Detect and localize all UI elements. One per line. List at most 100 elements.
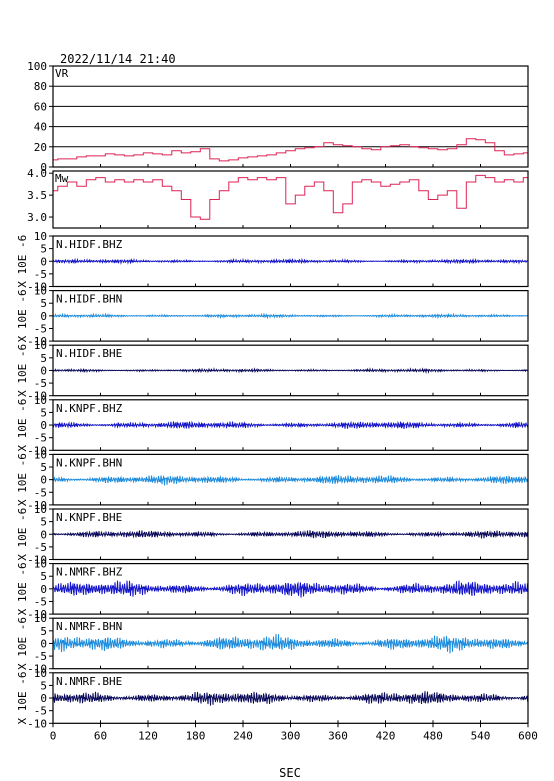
wave-3-ytick-label: -10 bbox=[27, 444, 47, 457]
wave-6-ytick-label: 10 bbox=[34, 558, 47, 571]
wave-2-ytick-label: 10 bbox=[34, 339, 47, 352]
wave-7-ytick-label: -5 bbox=[34, 650, 47, 663]
xaxis-tick-label: 60 bbox=[94, 729, 107, 742]
wave-4-ytick-label: 0 bbox=[40, 474, 47, 487]
wave-2-ytick-label: 5 bbox=[40, 352, 47, 365]
xaxis-tick-label: 360 bbox=[328, 729, 348, 742]
mw-ytick-label: 3.5 bbox=[27, 189, 47, 202]
x-axis-label: SEC bbox=[279, 766, 301, 780]
vr-panel-frame bbox=[52, 65, 529, 168]
vr-ytick-label: 60 bbox=[34, 100, 47, 113]
wave-4-ytick-label: -5 bbox=[34, 486, 47, 499]
wave-7-ytick-label: 0 bbox=[40, 637, 47, 650]
vr-ytick-label: 0 bbox=[40, 161, 47, 174]
waveform-trace-7 bbox=[52, 633, 529, 654]
mw-ytick-label: 4.0 bbox=[27, 167, 47, 180]
xaxis-tick-label: 240 bbox=[233, 729, 253, 742]
waveform-trace-6 bbox=[52, 580, 529, 598]
mw-series-line bbox=[53, 174, 528, 220]
waveform-ylabel-1: X 10E -6 bbox=[16, 289, 29, 342]
waveform-ylabel-6: X 10E -6 bbox=[16, 562, 29, 615]
xaxis-tick-label: 420 bbox=[376, 729, 396, 742]
waveform-station-label-3: N.KNPF.BHZ bbox=[56, 402, 123, 415]
wave-1-ytick-label: 0 bbox=[40, 310, 47, 323]
waveform-trace-4 bbox=[52, 475, 529, 486]
wave-8-ytick-label: -10 bbox=[27, 717, 47, 730]
wave-5-ytick-label: 5 bbox=[40, 516, 47, 529]
wave-1-ytick-label: -10 bbox=[27, 335, 47, 348]
xaxis-tick-label: 480 bbox=[423, 729, 443, 742]
xaxis-tick-label: 540 bbox=[471, 729, 491, 742]
mw-ytick-label: 3.0 bbox=[27, 211, 47, 224]
wave-8-ytick-label: 10 bbox=[34, 667, 47, 680]
waveform-trace-1 bbox=[52, 312, 529, 320]
wave-0-ytick-label: 0 bbox=[40, 255, 47, 268]
waveform-station-label-7: N.NMRF.BHN bbox=[56, 620, 122, 633]
wave-2-ytick-label: -10 bbox=[27, 390, 47, 403]
xaxis-tick-label: 600 bbox=[518, 729, 538, 742]
waveform-trace-8 bbox=[52, 691, 529, 706]
xaxis-tick-label: 120 bbox=[138, 729, 158, 742]
waveform-trace-5 bbox=[52, 530, 529, 539]
wave-1-ytick-label: 10 bbox=[34, 285, 47, 298]
wave-4-ytick-label: 10 bbox=[34, 448, 47, 461]
wave-3-ytick-label: 10 bbox=[34, 394, 47, 407]
wave-3-ytick-label: 5 bbox=[40, 406, 47, 419]
vr-ytick-label: 80 bbox=[34, 80, 47, 93]
vr-panel-label: VR bbox=[55, 67, 69, 80]
vr-ytick-label: 100 bbox=[27, 60, 47, 73]
vr-ytick-label: 40 bbox=[34, 121, 47, 134]
waveform-station-label-6: N.NMRF.BHZ bbox=[56, 566, 123, 579]
waveform-ylabel-7: X 10E -6 bbox=[16, 617, 29, 670]
waveform-station-label-2: N.HIDF.BHE bbox=[56, 347, 122, 360]
wave-4-ytick-label: 5 bbox=[40, 461, 47, 474]
xaxis-tick-label: 180 bbox=[186, 729, 206, 742]
wave-3-ytick-label: 0 bbox=[40, 419, 47, 432]
wave-6-ytick-label: 0 bbox=[40, 583, 47, 596]
wave-0-ytick-label: 10 bbox=[34, 230, 47, 243]
wave-5-ytick-label: -10 bbox=[27, 554, 47, 567]
wave-7-ytick-label: 5 bbox=[40, 625, 47, 638]
wave-3-ytick-label: -5 bbox=[34, 432, 47, 445]
wave-7-ytick-label: 10 bbox=[34, 612, 47, 625]
datetime-title: 2022/11/14 21:40 bbox=[60, 52, 176, 66]
xaxis-tick-label: 300 bbox=[281, 729, 301, 742]
waveform-station-label-8: N.NMRF.BHE bbox=[56, 675, 122, 688]
wave-5-ytick-label: 10 bbox=[34, 503, 47, 516]
wave-5-ytick-label: -5 bbox=[34, 541, 47, 554]
wave-2-ytick-label: -5 bbox=[34, 377, 47, 390]
wave-8-ytick-label: -5 bbox=[34, 705, 47, 718]
waveform-ylabel-4: X 10E -6 bbox=[16, 453, 29, 506]
mw-panel-label: Mw bbox=[55, 172, 69, 185]
wave-8-ytick-label: 5 bbox=[40, 679, 47, 692]
waveform-trace-0 bbox=[52, 257, 529, 265]
vr-ytick-label: 20 bbox=[34, 141, 47, 154]
wave-1-ytick-label: 5 bbox=[40, 297, 47, 310]
waveform-ylabel-3: X 10E -6 bbox=[16, 399, 29, 452]
xaxis-tick-label: 0 bbox=[50, 729, 57, 742]
wave-8-ytick-label: 0 bbox=[40, 692, 47, 705]
wave-4-ytick-label: -10 bbox=[27, 499, 47, 512]
wave-0-ytick-label: -10 bbox=[27, 281, 47, 294]
vr-series-line bbox=[53, 138, 528, 162]
wave-7-ytick-label: -10 bbox=[27, 663, 47, 676]
wave-5-ytick-label: 0 bbox=[40, 528, 47, 541]
waveform-trace-2 bbox=[52, 367, 529, 374]
wave-0-ytick-label: -5 bbox=[34, 268, 47, 281]
wave-6-ytick-label: 5 bbox=[40, 570, 47, 583]
wave-2-ytick-label: 0 bbox=[40, 364, 47, 377]
wave-6-ytick-label: -5 bbox=[34, 595, 47, 608]
waveform-station-label-4: N.KNPF.BHN bbox=[56, 456, 122, 469]
waveform-ylabel-5: X 10E -6 bbox=[16, 508, 29, 561]
wave-0-ytick-label: 5 bbox=[40, 243, 47, 256]
wave-1-ytick-label: -5 bbox=[34, 322, 47, 335]
waveform-station-label-5: N.KNPF.BHE bbox=[56, 511, 122, 524]
waveform-trace-3 bbox=[52, 420, 529, 430]
waveform-ylabel-0: X 10E -6 bbox=[16, 235, 29, 288]
waveform-station-label-0: N.HIDF.BHZ bbox=[56, 238, 123, 251]
waveform-ylabel-8: X 10E -6 bbox=[16, 672, 29, 725]
waveform-station-label-1: N.HIDF.BHN bbox=[56, 293, 122, 306]
wave-6-ytick-label: -10 bbox=[27, 608, 47, 621]
waveform-ylabel-2: X 10E -6 bbox=[16, 344, 29, 397]
